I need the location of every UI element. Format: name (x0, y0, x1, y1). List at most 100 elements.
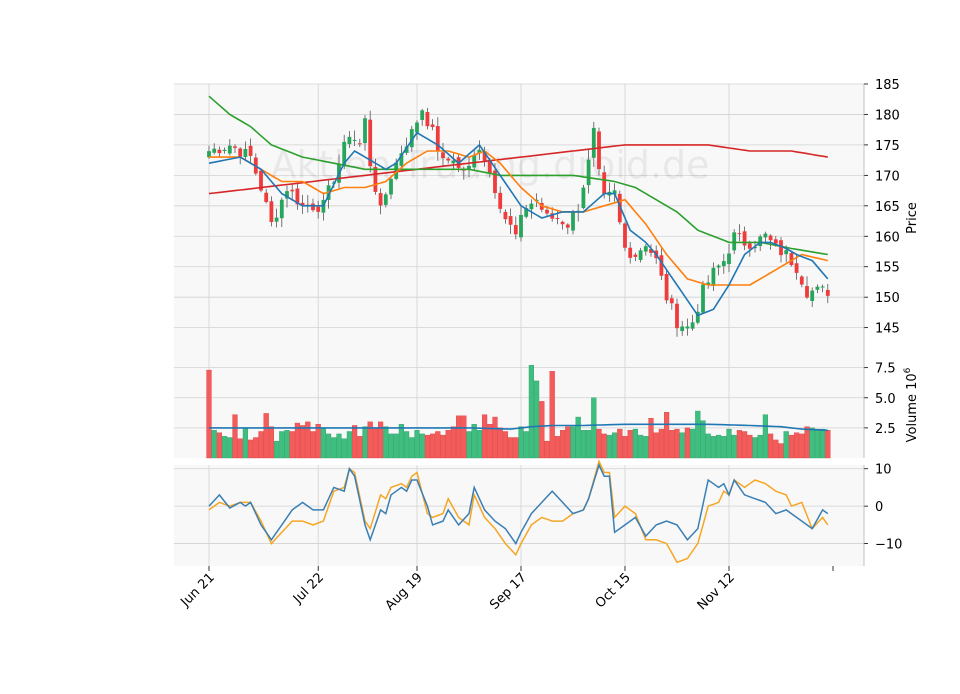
candle-body (643, 246, 648, 252)
candle (586, 149, 591, 194)
candle-body (784, 250, 789, 255)
candle-body (394, 162, 399, 179)
candle-body (233, 146, 237, 148)
volume-bar (440, 434, 446, 459)
candle (649, 244, 653, 257)
candle-body (565, 224, 570, 228)
volume-bar (367, 421, 373, 459)
volume-bar (388, 433, 394, 459)
candle-body (524, 208, 529, 217)
volume-bar (632, 428, 639, 459)
candle-body (290, 189, 295, 192)
candle (623, 221, 627, 252)
candle (441, 143, 445, 167)
volume-bar (393, 433, 399, 459)
candle (524, 204, 529, 219)
volume-axis-label: Volume 106 (903, 367, 920, 442)
candle-body (529, 203, 534, 210)
candle (794, 254, 799, 280)
candle (529, 199, 534, 219)
candle-body (701, 284, 705, 313)
volume-bar (357, 436, 363, 459)
candle (612, 183, 617, 202)
volume-bar (747, 434, 753, 459)
volume-bar (445, 430, 451, 459)
volume-bar (565, 426, 571, 459)
candle-body (805, 286, 809, 298)
candle (399, 145, 404, 171)
volume-bar (560, 430, 566, 459)
candle-body (747, 243, 752, 249)
volume-bar (700, 420, 706, 459)
candle-body (264, 192, 269, 203)
candle (467, 157, 471, 177)
candle (779, 236, 783, 263)
candle-body (378, 193, 383, 206)
volume-bar (419, 433, 425, 459)
volume-bar (310, 431, 316, 459)
candle (446, 156, 451, 164)
candle (243, 141, 248, 162)
candle-body (311, 203, 315, 211)
candle (747, 240, 752, 257)
volume-bar (648, 418, 654, 459)
volume-bar (768, 433, 774, 459)
candle (508, 208, 513, 234)
volume-bar (242, 427, 249, 459)
volume-bar (570, 426, 576, 459)
panel-backgrounds (174, 84, 864, 566)
volume-bar (258, 431, 264, 459)
price-tick-label: 155 (875, 261, 900, 276)
candle (799, 275, 804, 288)
price-tick-label: 170 (875, 169, 900, 184)
volume-bar (825, 430, 831, 459)
candle (711, 262, 716, 291)
volume-panel (206, 365, 831, 459)
volume-axis-exponent: 6 (903, 367, 913, 373)
volume-bar (669, 430, 675, 459)
candle-body (768, 235, 773, 241)
candle (825, 283, 830, 304)
volume-bar (549, 371, 555, 459)
volume-bar (227, 437, 233, 459)
candle (737, 224, 742, 242)
volume-bar (664, 412, 670, 459)
candle-body (825, 289, 830, 296)
price-tick-label: 180 (875, 108, 900, 123)
volume-bar (606, 434, 613, 459)
date-tick-label: Jun 21 (178, 570, 218, 610)
candle (513, 216, 518, 240)
volume-bar (638, 434, 644, 459)
candle (472, 148, 477, 170)
volume-bar (331, 437, 337, 459)
volume-bar (430, 433, 436, 459)
volume-bar (523, 431, 529, 459)
volume-bar (742, 431, 748, 459)
candle-body (732, 232, 737, 251)
candle (498, 186, 503, 214)
candle-body (789, 253, 794, 266)
volume-tick-label: 5.0 (875, 392, 896, 407)
volume-bar (274, 440, 280, 459)
candle-body (716, 265, 721, 268)
price-tick-label: 165 (875, 200, 900, 215)
candle-body (425, 111, 430, 127)
candle-body (695, 311, 700, 323)
candle (633, 252, 638, 262)
candle-body (550, 213, 555, 219)
volume-bar (762, 414, 769, 459)
price-panel (207, 95, 830, 337)
candle-body (285, 191, 289, 199)
volume-bar (601, 433, 607, 459)
oscillator-panel (208, 459, 829, 564)
candle-body (482, 151, 487, 161)
price-tick-label: 160 (875, 230, 900, 245)
candle (628, 241, 633, 264)
candle (706, 275, 711, 289)
volume-bar (695, 410, 701, 459)
volume-bar (284, 430, 290, 459)
volume-bar (466, 431, 472, 459)
candle-body (742, 231, 747, 246)
candle (217, 146, 222, 157)
candle-body (513, 225, 518, 235)
